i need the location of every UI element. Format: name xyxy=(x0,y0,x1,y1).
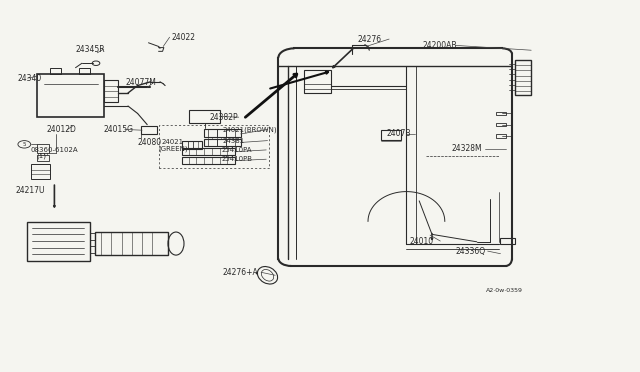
Bar xyxy=(31,164,50,179)
Bar xyxy=(189,110,220,123)
Text: 25410PB: 25410PB xyxy=(221,156,252,162)
Text: 24382P: 24382P xyxy=(210,113,239,122)
Text: (GREEN): (GREEN) xyxy=(159,145,188,152)
Text: 24010: 24010 xyxy=(410,237,434,246)
Bar xyxy=(193,141,198,148)
Bar xyxy=(182,141,188,148)
Text: (1): (1) xyxy=(36,153,47,160)
Bar xyxy=(226,129,235,137)
Bar xyxy=(188,141,193,148)
Bar xyxy=(208,139,217,146)
Text: 24381: 24381 xyxy=(223,138,245,144)
Text: 24276+A: 24276+A xyxy=(223,268,259,277)
Text: 24345R: 24345R xyxy=(76,45,105,54)
Bar xyxy=(37,144,49,153)
Bar xyxy=(204,129,241,137)
Bar xyxy=(141,126,157,134)
Bar xyxy=(217,139,226,146)
Text: 24021: 24021 xyxy=(161,140,184,145)
Bar xyxy=(217,129,226,137)
Text: 24022: 24022 xyxy=(172,33,196,42)
Bar xyxy=(79,68,90,74)
Bar xyxy=(37,155,49,161)
Text: 24012D: 24012D xyxy=(46,125,76,134)
Bar xyxy=(204,139,241,146)
Bar xyxy=(182,141,202,149)
Bar xyxy=(208,129,217,137)
Bar xyxy=(27,222,90,261)
Bar xyxy=(381,130,401,140)
Text: 24336Q: 24336Q xyxy=(456,247,486,256)
Text: 25410PA: 25410PA xyxy=(221,147,252,153)
Text: A2·0w·0359: A2·0w·0359 xyxy=(486,288,524,294)
Text: 2407B: 2407B xyxy=(387,129,411,138)
Bar xyxy=(50,68,61,74)
Text: 24276: 24276 xyxy=(357,35,381,44)
Text: 24340: 24340 xyxy=(18,74,42,83)
Text: 08360-6102A: 08360-6102A xyxy=(31,147,78,153)
Bar xyxy=(182,157,235,164)
Bar xyxy=(304,70,331,93)
Bar xyxy=(104,80,118,102)
Bar xyxy=(182,148,235,155)
Bar xyxy=(515,60,531,95)
Bar xyxy=(95,232,168,255)
Text: 5: 5 xyxy=(22,142,26,147)
Bar xyxy=(37,74,104,117)
Text: 24328M: 24328M xyxy=(451,144,482,153)
Text: 24080: 24080 xyxy=(138,138,162,147)
Text: 24217U: 24217U xyxy=(16,186,45,195)
Bar xyxy=(496,123,506,126)
Text: 24021(BROWN): 24021(BROWN) xyxy=(223,126,277,133)
Bar xyxy=(496,112,506,115)
Text: 24077M: 24077M xyxy=(125,78,156,87)
Text: 24200AB: 24200AB xyxy=(422,41,457,50)
Bar xyxy=(496,134,506,138)
Text: 24015G: 24015G xyxy=(104,125,134,134)
Bar xyxy=(226,139,235,146)
Bar xyxy=(500,238,515,244)
